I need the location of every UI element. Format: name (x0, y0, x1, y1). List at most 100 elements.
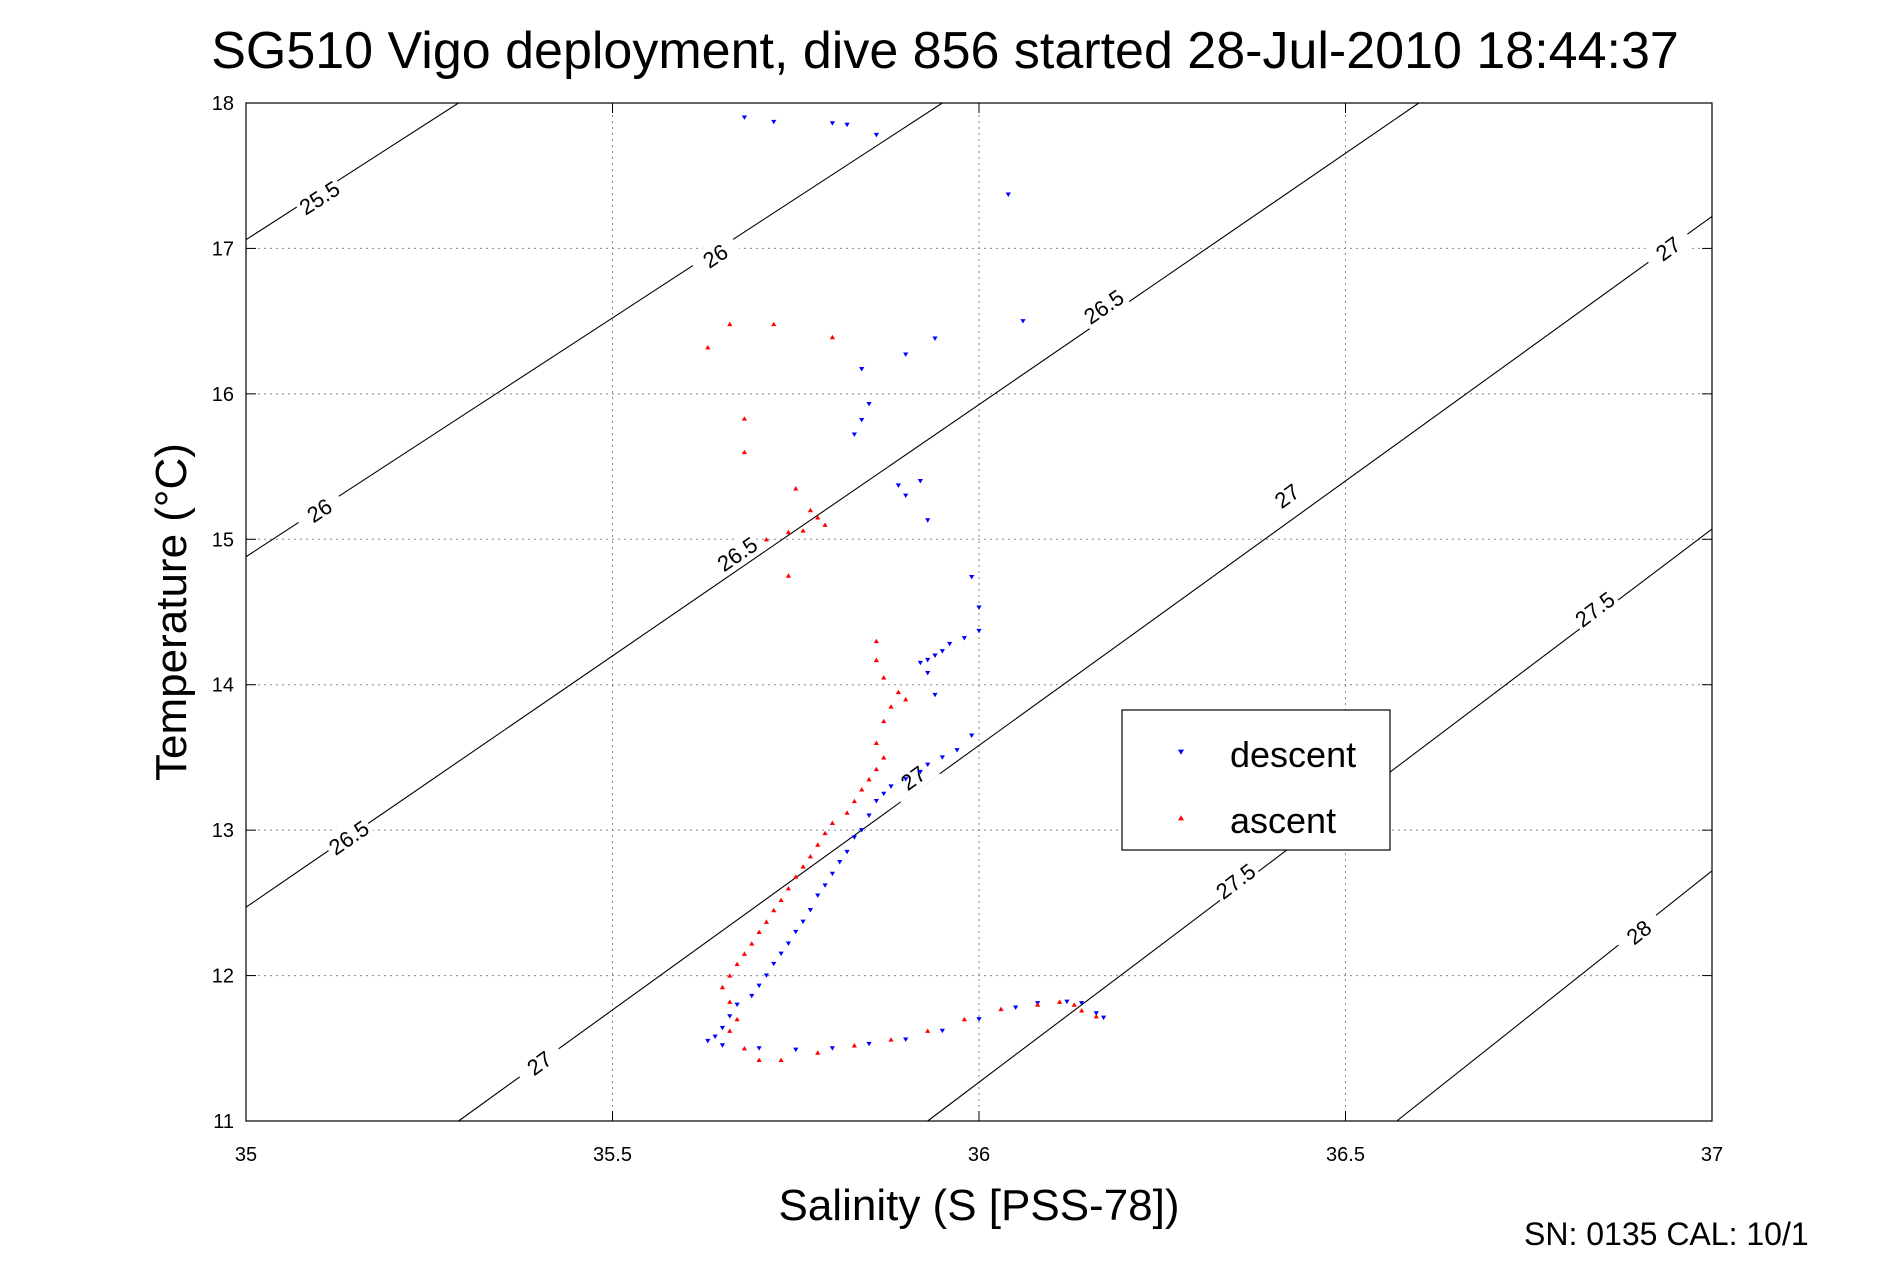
descent-point (925, 762, 931, 768)
descent-point (778, 951, 784, 957)
descent-point (917, 769, 923, 775)
ascent-point (895, 689, 901, 695)
descent-point (763, 973, 770, 978)
isopycnal-label-gap (321, 813, 376, 862)
ascent-point (771, 907, 777, 913)
ascent-point (734, 961, 740, 967)
isopycnal-label-gap (292, 486, 347, 535)
ascent-point (851, 1043, 857, 1048)
ascent-point (829, 820, 835, 825)
descent-point (873, 798, 879, 804)
descent-point (888, 784, 894, 789)
ascent-point (873, 740, 879, 745)
descent-point (837, 860, 843, 865)
ascent-point (925, 1028, 931, 1033)
descent-point (881, 791, 887, 797)
ascent-point (1035, 1002, 1041, 1007)
x-tick-label: 35.5 (593, 1144, 632, 1166)
ascent-point (1071, 1002, 1077, 1007)
isopycnal-label-gap (687, 231, 743, 280)
ascent-point (1093, 1013, 1099, 1019)
isopycnal-label-gap (885, 753, 941, 803)
ascent-point (756, 1057, 762, 1062)
isopycnal-line (245, 102, 943, 558)
descent-point (859, 367, 865, 372)
ascent-point (873, 657, 879, 663)
x-tick-label: 36.5 (1326, 1144, 1365, 1166)
descent-point (925, 671, 931, 676)
ascent-point (822, 830, 828, 836)
descent-point (771, 961, 777, 967)
descent-point (873, 132, 879, 138)
isopycnal-label-gap (1567, 584, 1622, 634)
descent-point (1013, 1005, 1019, 1010)
y-tick-label: 16 (212, 384, 234, 406)
ascent-point (844, 810, 850, 815)
data-series (705, 115, 1107, 1062)
series-descent (705, 115, 1107, 1053)
legend-marker-ascent (1178, 815, 1184, 821)
legend-marker-glyph (1178, 749, 1184, 755)
x-axis-label: Salinity (S [PSS-78]) (778, 1181, 1179, 1230)
descent-point (749, 993, 755, 999)
y-tick-label: 18 (212, 93, 234, 115)
ascent-point (727, 999, 733, 1004)
ascent-point (727, 1028, 733, 1033)
descent-point (866, 813, 872, 818)
y-tick-label: 15 (212, 529, 234, 551)
descent-point (903, 493, 909, 498)
descent-point (903, 777, 909, 782)
descent-point (741, 115, 748, 120)
x-tick-label: 37 (1701, 1144, 1723, 1166)
descent-point (976, 628, 982, 634)
ascent-point (719, 984, 726, 990)
ascent-point (888, 704, 894, 709)
descent-point (1020, 319, 1026, 324)
x-tick-label: 36 (968, 1144, 990, 1166)
descent-point (939, 1028, 945, 1034)
ascent-point (873, 766, 879, 772)
descent-point (771, 119, 777, 125)
descent-point (829, 121, 835, 126)
descent-point (815, 893, 821, 898)
descent-point (866, 401, 872, 407)
descent-point (917, 479, 923, 484)
ascent-point (873, 638, 879, 644)
descent-point (932, 653, 938, 658)
axis-ticks: 35 35.5 36 36.5 37 11 12 13 14 15 16 17 18 (212, 93, 1723, 1166)
descent-point (925, 518, 931, 523)
isopycnal-label-gap (1259, 471, 1314, 521)
descent-point (932, 692, 938, 698)
ascent-point (822, 522, 828, 527)
isopycnal-label-gap (1076, 282, 1131, 331)
ascent-point (793, 486, 799, 491)
ascent-point (741, 416, 748, 421)
descent-point (851, 432, 857, 437)
descent-point (727, 1014, 733, 1019)
ascent-point (763, 919, 770, 924)
y-tick-label: 17 (212, 238, 234, 260)
descent-point (859, 828, 865, 833)
descent-point (844, 122, 850, 128)
descent-point (734, 1002, 740, 1007)
descent-point (807, 908, 814, 913)
ascent-point (727, 321, 733, 327)
isopycnal-label-gap (292, 173, 347, 222)
y-tick-label: 11 (213, 1111, 234, 1133)
descent-point (939, 755, 945, 760)
descent-point (969, 733, 975, 738)
ascent-point (961, 1016, 967, 1022)
descent-point (785, 941, 792, 946)
isopycnal-line (458, 215, 1713, 1122)
descent-point (829, 1046, 835, 1051)
descent-point (712, 1034, 718, 1039)
ascent-point (800, 528, 806, 533)
descent-point (800, 919, 806, 925)
descent-point (866, 1041, 872, 1047)
y-tick-label: 14 (212, 675, 234, 697)
descent-point (939, 649, 945, 654)
ascent-point (866, 776, 872, 782)
descent-point (756, 1046, 762, 1051)
